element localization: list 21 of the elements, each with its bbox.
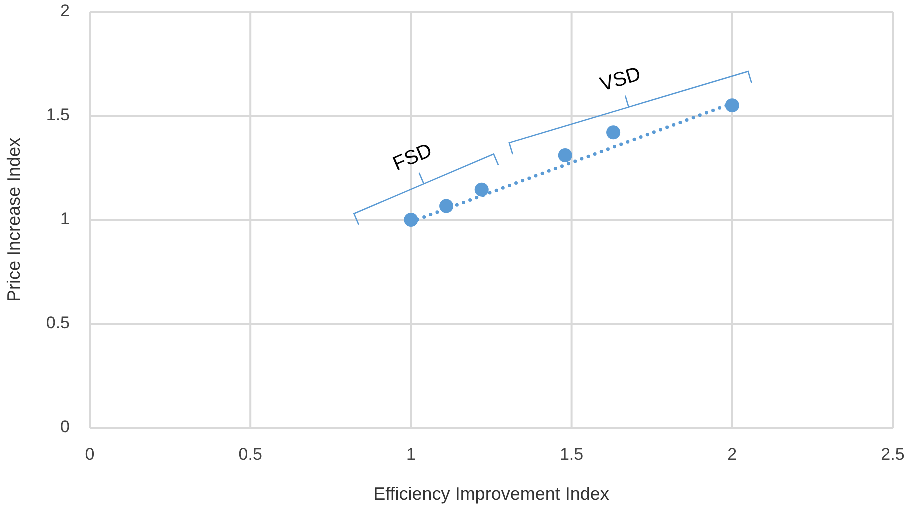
x-tick-label: 0 (85, 445, 95, 464)
y-tick-label: 0.5 (46, 313, 70, 332)
point (404, 213, 418, 227)
x-axis-title: Efficiency Improvement Index (374, 484, 610, 504)
point (440, 199, 454, 214)
y-tick-label: 0 (60, 417, 70, 436)
y-tick-label: 1.5 (46, 105, 70, 124)
x-tick-label: 2.5 (881, 445, 905, 464)
annotation: VSD (598, 63, 644, 96)
x-tick-label: 1 (406, 445, 416, 464)
point (558, 148, 572, 163)
x-tick-label: 2 (728, 445, 738, 464)
x-tick-label: 0.5 (238, 445, 262, 464)
y-tick-label: 1 (60, 209, 70, 228)
point (474, 182, 489, 197)
y-axis-title: Price Increase Index (4, 138, 24, 302)
annotation: FSD (390, 140, 436, 176)
point (606, 126, 621, 140)
y-tick-label: 2 (60, 1, 70, 20)
x-tick-label: 1.5 (560, 445, 584, 464)
point (725, 98, 740, 113)
